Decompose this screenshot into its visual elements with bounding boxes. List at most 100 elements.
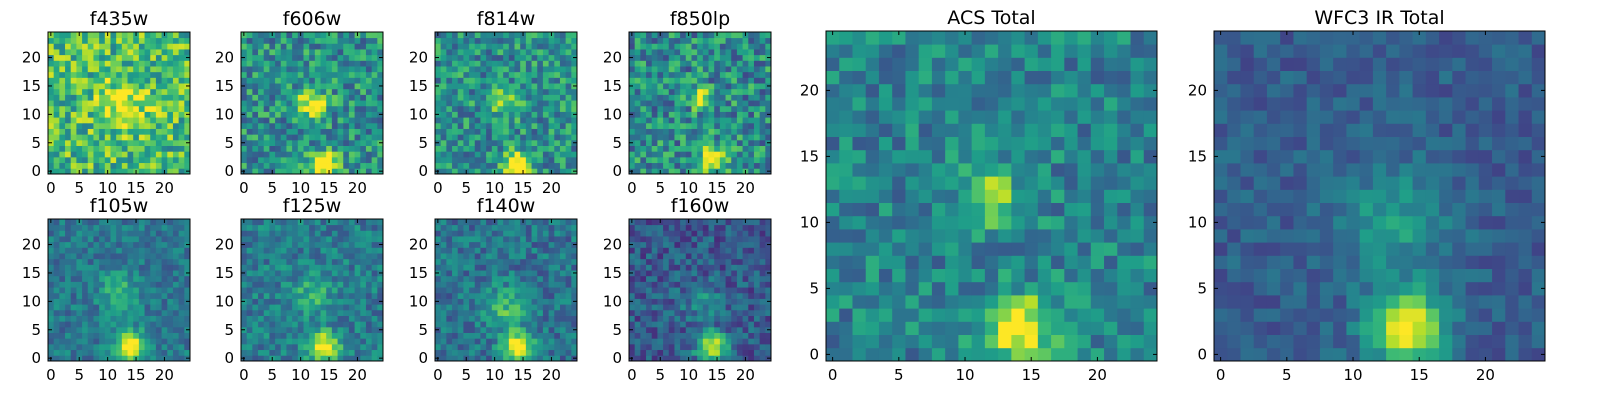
cell bbox=[354, 128, 361, 135]
cell bbox=[93, 139, 100, 146]
cell bbox=[559, 71, 567, 78]
cell bbox=[565, 54, 572, 61]
cell bbox=[263, 162, 270, 169]
cell bbox=[133, 122, 140, 129]
cell bbox=[337, 343, 344, 351]
cell bbox=[59, 355, 66, 362]
cell bbox=[337, 60, 344, 67]
cell bbox=[331, 168, 338, 175]
cell bbox=[343, 332, 350, 339]
cell bbox=[725, 134, 732, 141]
cell bbox=[121, 219, 128, 226]
cell bbox=[497, 275, 504, 282]
cell bbox=[759, 43, 766, 50]
cell bbox=[680, 88, 687, 95]
cell bbox=[59, 60, 66, 67]
cell bbox=[702, 151, 709, 158]
cell bbox=[736, 275, 743, 282]
cell bbox=[360, 236, 367, 243]
cell bbox=[178, 349, 185, 356]
cell bbox=[82, 100, 89, 107]
cell bbox=[469, 162, 476, 169]
cell bbox=[691, 321, 698, 328]
cell bbox=[651, 88, 658, 95]
cell bbox=[377, 134, 384, 141]
cell bbox=[343, 258, 350, 265]
cell bbox=[702, 139, 709, 146]
cell bbox=[491, 122, 498, 129]
cell bbox=[559, 241, 567, 248]
cell bbox=[440, 156, 447, 164]
cell bbox=[674, 88, 681, 95]
cell bbox=[82, 236, 89, 243]
x-tick-label: 5 bbox=[461, 366, 471, 384]
cell bbox=[297, 162, 304, 169]
cell bbox=[435, 236, 442, 243]
cell bbox=[657, 338, 664, 345]
cell bbox=[116, 258, 123, 265]
cell bbox=[463, 270, 470, 277]
cell bbox=[343, 298, 350, 305]
cell bbox=[110, 151, 117, 158]
cell bbox=[127, 343, 134, 351]
cell bbox=[731, 304, 738, 311]
cell bbox=[474, 162, 481, 169]
cell bbox=[65, 264, 72, 271]
cell bbox=[263, 54, 270, 61]
cell bbox=[263, 66, 270, 73]
cell bbox=[668, 122, 675, 129]
cell bbox=[486, 88, 493, 95]
cell bbox=[452, 151, 459, 158]
cell bbox=[309, 71, 316, 78]
cell bbox=[184, 128, 191, 135]
cell bbox=[457, 151, 464, 158]
cell bbox=[53, 292, 60, 299]
cell bbox=[70, 66, 77, 73]
cell bbox=[297, 281, 304, 288]
cell bbox=[537, 315, 544, 322]
cell bbox=[110, 49, 117, 56]
cell bbox=[559, 270, 567, 277]
cell bbox=[303, 338, 310, 345]
cell bbox=[629, 338, 636, 345]
cell bbox=[161, 270, 168, 277]
cell bbox=[161, 128, 168, 135]
cell bbox=[685, 105, 692, 112]
cell bbox=[697, 111, 704, 118]
cell bbox=[138, 292, 145, 299]
cell bbox=[657, 343, 664, 351]
cell bbox=[184, 292, 191, 299]
cell bbox=[116, 139, 123, 146]
cell bbox=[178, 77, 185, 84]
cell bbox=[725, 309, 732, 316]
cell bbox=[53, 71, 60, 78]
cell bbox=[258, 168, 265, 175]
cell bbox=[719, 162, 726, 169]
cell bbox=[76, 54, 83, 61]
cell bbox=[354, 94, 361, 101]
cell bbox=[144, 71, 151, 78]
cell bbox=[731, 321, 738, 328]
cell bbox=[742, 321, 749, 328]
cell bbox=[497, 94, 504, 101]
cell bbox=[463, 338, 470, 345]
cell bbox=[127, 219, 134, 226]
cell bbox=[48, 105, 55, 112]
cell bbox=[571, 230, 578, 237]
cell bbox=[753, 343, 761, 351]
cell bbox=[354, 60, 361, 67]
cell bbox=[503, 292, 510, 299]
cell bbox=[646, 134, 653, 141]
cell bbox=[559, 134, 567, 141]
cell bbox=[59, 156, 66, 164]
cell bbox=[680, 54, 687, 61]
cell bbox=[252, 321, 259, 328]
cell bbox=[275, 321, 282, 328]
cell bbox=[252, 83, 259, 90]
cell bbox=[702, 49, 709, 56]
cell bbox=[110, 275, 117, 282]
cell bbox=[480, 264, 487, 271]
cell bbox=[759, 60, 766, 67]
cell bbox=[252, 145, 259, 152]
cell bbox=[480, 247, 487, 254]
